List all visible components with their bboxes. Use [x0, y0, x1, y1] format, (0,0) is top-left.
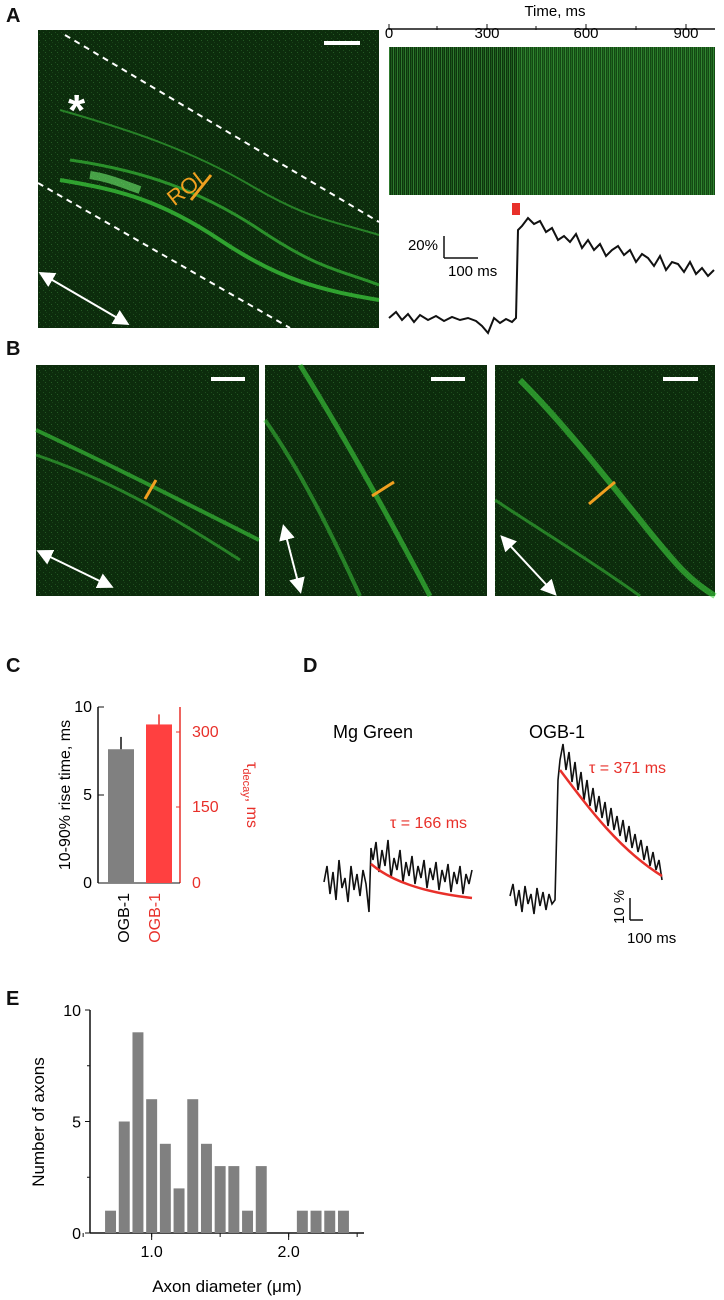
micrograph-a — [37, 30, 380, 329]
micrograph-b1 — [35, 365, 260, 596]
category-label-c: OGB-1 — [116, 893, 133, 943]
panel-letter-e: E — [6, 988, 20, 1010]
y-axis-label: Number of axons — [29, 1057, 48, 1186]
histogram-bar — [159, 1143, 171, 1233]
left-tick-label: 5 — [83, 787, 92, 804]
scale-bar-d — [629, 898, 643, 921]
histogram-bar — [200, 1143, 212, 1233]
y-tick-label: 5 — [72, 1115, 81, 1132]
histogram-bar — [324, 1210, 336, 1233]
x-tick-label: 1.0 — [141, 1244, 163, 1261]
micrograph-b3 — [494, 365, 717, 599]
time-tick-label: 600 — [573, 25, 598, 42]
x-tick-label: 2.0 — [278, 1244, 300, 1261]
chart-c — [97, 706, 181, 884]
micrograph-b2 — [263, 363, 487, 598]
fluorescence-trace — [388, 216, 715, 335]
histogram-bar — [296, 1210, 308, 1233]
trace-ogb1 — [509, 743, 663, 915]
tau-label-right: τ = 371 ms — [589, 760, 666, 777]
bar-tau-decay — [146, 724, 172, 883]
scale-x-label: 100 ms — [448, 263, 497, 280]
boundary-dashed-line — [37, 182, 291, 329]
scale-bar-a — [443, 236, 478, 259]
right-axis-label: τdecay, ms — [240, 762, 260, 828]
scale-x-label-d: 100 ms — [627, 930, 676, 947]
histogram-bar — [337, 1210, 349, 1233]
histogram-bar — [118, 1121, 130, 1233]
trace-title-right: OGB-1 — [529, 722, 585, 742]
panel-letter-d: D — [303, 655, 318, 677]
right-tick-label: 300 — [192, 724, 219, 741]
kymograph — [389, 47, 715, 195]
trace-mg-green — [323, 839, 473, 913]
time-tick-label: 900 — [673, 25, 698, 42]
histogram-bar — [214, 1166, 226, 1233]
time-tick-label: 300 — [474, 25, 499, 42]
panel-letter-c: C — [6, 655, 21, 677]
y-tick-label: 0 — [72, 1226, 81, 1243]
histogram-bar — [105, 1210, 117, 1233]
right-tick-label: 150 — [192, 799, 219, 816]
histogram-bar — [255, 1166, 267, 1233]
roi-line — [189, 174, 213, 201]
category-label-c: OGB-1 — [147, 893, 164, 943]
stimulus-marker — [512, 203, 520, 215]
time-axis-title: Time, ms — [524, 3, 585, 20]
left-axis-label: 10-90% rise time, ms — [57, 720, 74, 870]
histogram-bar — [228, 1166, 240, 1233]
time-axis — [388, 24, 715, 30]
histogram-bar — [132, 1032, 144, 1233]
tau-label-left: τ = 166 ms — [390, 815, 467, 832]
bar-rise-time — [108, 749, 134, 883]
left-tick-label: 0 — [83, 875, 92, 892]
boundary-dashed-line — [64, 34, 380, 223]
kymograph-response — [517, 47, 715, 195]
chart-e: 0 5 10 1.0 2.0 Axon diameter (μm) Number of ax… — [29, 1003, 364, 1296]
histogram-bar — [187, 1099, 199, 1233]
histogram-bar — [173, 1188, 185, 1233]
scale-y-label-d: 10 % — [611, 890, 628, 924]
x-axis-label: Axon diameter (μm) — [152, 1277, 302, 1296]
panel-letter-b: B — [6, 338, 21, 360]
axis-double-arrow — [38, 271, 130, 326]
y-tick-label: 10 — [63, 1003, 81, 1020]
trace-title-left: Mg Green — [333, 722, 413, 742]
histogram-bar — [310, 1210, 322, 1233]
right-tick-label: 0 — [192, 875, 201, 892]
histogram-bar — [242, 1210, 254, 1233]
histogram-bar — [146, 1099, 158, 1233]
time-tick-label: 0 — [385, 25, 393, 42]
asterisk-marker: * — [68, 86, 86, 135]
scale-y-label: 20% — [408, 237, 438, 254]
panel-letter-a: A — [6, 5, 21, 27]
left-tick-label: 10 — [74, 699, 92, 716]
